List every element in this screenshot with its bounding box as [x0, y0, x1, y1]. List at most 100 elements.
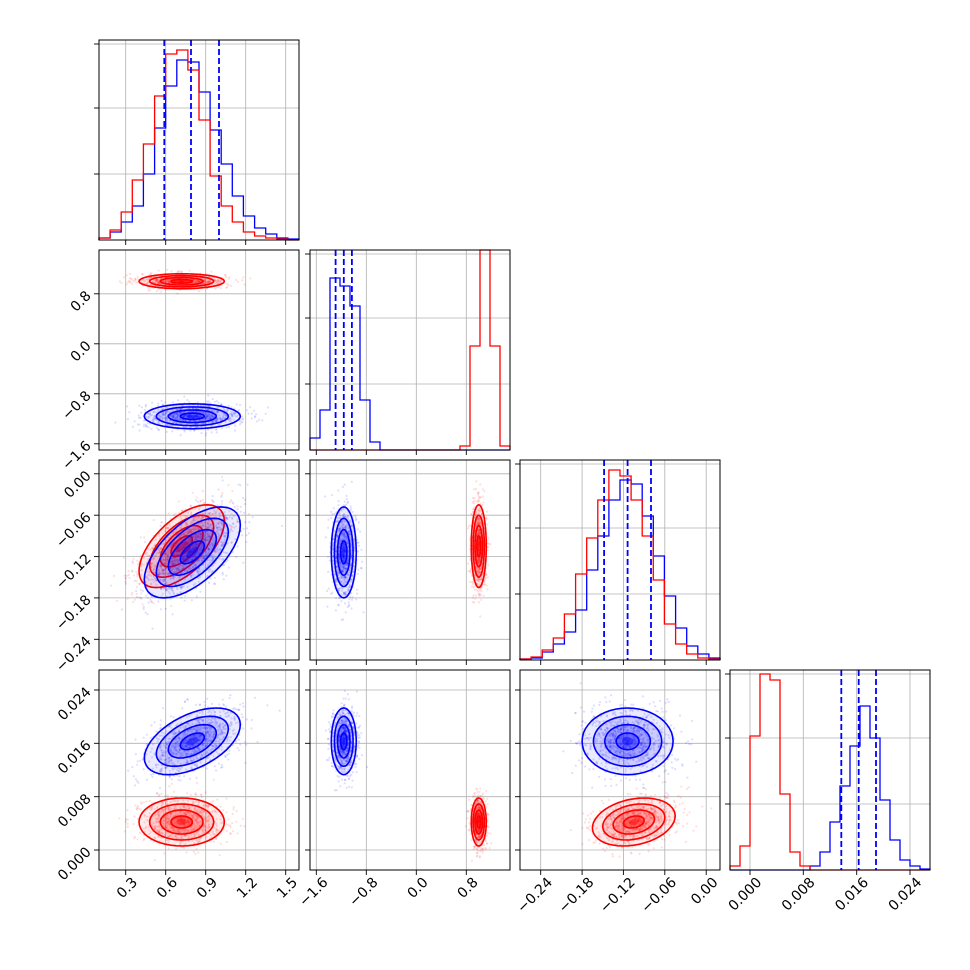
density-fill: [176, 819, 187, 825]
axes-frame: [98, 459, 300, 661]
axes-frame: [309, 669, 511, 871]
joint-panel-2-0: [94, 459, 300, 665]
density-contour: [179, 732, 206, 751]
axes-frame: [98, 39, 300, 241]
y-tick-label: −0.06: [53, 509, 95, 551]
x-tick-label: 0.00: [688, 875, 721, 908]
density-contour: [159, 809, 204, 835]
density-contour: [148, 274, 215, 288]
density-fill: [186, 737, 199, 746]
density-fill: [477, 819, 480, 825]
density-contour: [170, 535, 194, 558]
marginal-panel-2: [515, 459, 721, 665]
axes-frame: [519, 459, 721, 661]
density-contour: [167, 723, 218, 759]
x-tick-label: 0.0: [405, 875, 432, 902]
density-contour: [612, 809, 656, 835]
joint-density: [324, 689, 493, 862]
density-fill: [144, 708, 241, 775]
density-contour: [138, 273, 226, 290]
density-contour: [601, 803, 666, 841]
density-contour: [159, 276, 204, 286]
red-histogram: [519, 469, 721, 660]
density-fill: [180, 541, 205, 564]
marginal-panel-1: [305, 249, 511, 455]
density-fill: [340, 733, 347, 750]
density-fill: [168, 410, 217, 423]
x-tick-label: 1.2: [234, 875, 261, 902]
density-contour: [333, 715, 354, 768]
x-tick-label: 0.9: [194, 875, 221, 902]
density-contour: [474, 809, 484, 835]
density-fill: [616, 733, 639, 750]
joint-panel-2-1: [305, 459, 511, 665]
density-contour: [167, 528, 218, 577]
density-fill: [139, 504, 225, 588]
density-contour: [476, 815, 482, 829]
joint-density: [562, 682, 713, 858]
y-tick-label: 0.016: [55, 738, 95, 778]
density-contour: [167, 409, 218, 424]
density-fill: [168, 529, 217, 576]
density-fill: [337, 529, 350, 576]
density-fill: [477, 541, 480, 552]
density-fill: [623, 816, 645, 828]
density-fill: [582, 708, 674, 775]
y-tick-label: 0.0: [68, 338, 95, 365]
density-contour: [155, 517, 230, 588]
density-fill: [149, 515, 214, 578]
density-fill: [613, 810, 655, 834]
x-tick-label: −0.8: [346, 875, 381, 910]
density-fill: [342, 737, 346, 746]
axes-frame: [309, 459, 511, 661]
density-contour: [581, 707, 674, 776]
density-contour: [330, 506, 358, 599]
joint-panel-1-0: [94, 249, 300, 455]
density-contour: [333, 517, 354, 588]
y-tick-label: 0.8: [68, 288, 95, 315]
joint-density: [118, 694, 281, 862]
density-fill: [628, 819, 639, 825]
density-contour: [143, 707, 242, 776]
density-contour: [143, 402, 242, 430]
density-contour: [336, 528, 351, 577]
density-fill: [340, 541, 347, 564]
axes-frame: [519, 669, 721, 871]
x-tick-label: 0.6: [154, 875, 181, 902]
density-fill: [180, 733, 205, 750]
density-contour: [592, 715, 663, 768]
blue-histogram: [519, 479, 721, 660]
density-contour: [591, 797, 677, 847]
density-fill: [180, 413, 205, 420]
marginal-panel-0: [94, 39, 300, 245]
x-tick-label: 0.000: [726, 875, 766, 915]
density-fill: [337, 724, 350, 758]
density-contour: [336, 723, 351, 759]
y-tick-label: −0.8: [59, 388, 94, 423]
axes-frame: [729, 669, 931, 871]
density-fill: [186, 546, 199, 559]
y-tick-label: −0.12: [53, 551, 95, 593]
y-tick-label: −0.24: [53, 634, 95, 676]
y-tick-label: 0.008: [55, 791, 95, 831]
density-fill: [592, 798, 676, 846]
density-contour: [339, 732, 348, 751]
density-fill: [342, 546, 346, 559]
x-tick-label: −0.24: [514, 875, 556, 917]
red-histogram: [98, 49, 299, 241]
y-tick-label: 0.00: [61, 468, 94, 501]
marginal-panel-3: [725, 669, 931, 875]
density-contour: [155, 715, 230, 768]
density-contour: [148, 803, 215, 841]
axes-frame: [309, 249, 511, 451]
joint-density: [110, 475, 283, 630]
density-contour: [603, 723, 652, 759]
density-contour: [339, 540, 348, 565]
joint-density: [324, 480, 492, 622]
density-fill: [604, 724, 651, 758]
x-tick-label: 0.008: [779, 875, 819, 915]
x-tick-label: −1.6: [296, 875, 331, 910]
density-fill: [475, 810, 483, 834]
joint-panel-3-0: [94, 669, 300, 875]
